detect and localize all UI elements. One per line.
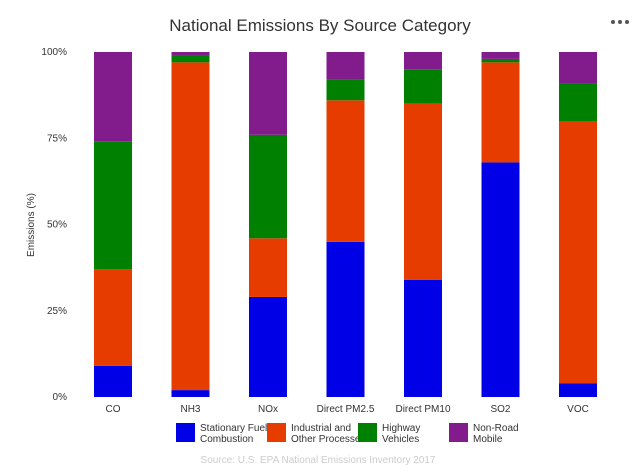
bar-nox-industrial-and-other-processes[interactable] xyxy=(249,238,287,297)
source-note: Source: U.S. EPA National Emissions Inve… xyxy=(201,455,436,466)
bar-co-highway-vehicles[interactable] xyxy=(94,141,132,270)
legend-swatch xyxy=(358,423,377,442)
plot-area xyxy=(94,52,597,397)
x-tick-label: SO2 xyxy=(490,404,510,415)
y-axis: 0% 25% 50% 75% 100% xyxy=(41,47,67,403)
bar-co-non-road-mobile[interactable] xyxy=(94,52,132,142)
bar-so2-non-road-mobile[interactable] xyxy=(481,52,520,59)
y-tick-label: 75% xyxy=(47,133,67,144)
legend-label: Combustion xyxy=(200,434,253,445)
x-tick-label: NH3 xyxy=(180,404,200,415)
y-tick-label: 0% xyxy=(53,392,68,403)
more-options-icon[interactable] xyxy=(611,20,629,24)
bar-voc-industrial-and-other-processes[interactable] xyxy=(559,121,597,384)
bar-nh3-non-road-mobile[interactable] xyxy=(171,52,210,56)
legend-label: Mobile xyxy=(473,434,503,445)
legend-label: Stationary Fuel xyxy=(200,423,267,434)
bar-nox-non-road-mobile[interactable] xyxy=(249,52,287,135)
legend-label: Other Processes xyxy=(291,434,365,445)
bar-direct-pm2-5-highway-vehicles[interactable] xyxy=(326,79,365,101)
bar-voc-non-road-mobile[interactable] xyxy=(559,52,597,84)
legend-swatch xyxy=(267,423,286,442)
bar-so2-industrial-and-other-processes[interactable] xyxy=(481,62,520,163)
bar-direct-pm10-stationary-fuel-combustion[interactable] xyxy=(404,279,442,397)
x-tick-label: CO xyxy=(106,404,121,415)
bar-nox-stationary-fuel-combustion[interactable] xyxy=(249,296,287,397)
legend-swatch xyxy=(449,423,468,442)
bar-nh3-industrial-and-other-processes[interactable] xyxy=(171,62,210,391)
bar-nh3-stationary-fuel-combustion[interactable] xyxy=(171,390,210,397)
bar-direct-pm10-highway-vehicles[interactable] xyxy=(404,69,442,104)
x-axis: CO NH3 NOx Direct PM2.5 Direct PM10 SO2 VOC xyxy=(106,404,589,415)
bar-co-industrial-and-other-processes[interactable] xyxy=(94,269,132,366)
bar-co-stationary-fuel-combustion[interactable] xyxy=(94,365,132,397)
bar-voc-stationary-fuel-combustion[interactable] xyxy=(559,383,597,397)
bar-direct-pm2-5-industrial-and-other-processes[interactable] xyxy=(326,100,365,242)
chart-title: National Emissions By Source Category xyxy=(169,16,471,35)
bar-voc-highway-vehicles[interactable] xyxy=(559,83,597,121)
y-tick-label: 100% xyxy=(41,47,67,58)
y-tick-label: 25% xyxy=(47,306,67,317)
bar-direct-pm2-5-stationary-fuel-combustion[interactable] xyxy=(326,241,365,397)
bar-nox-highway-vehicles[interactable] xyxy=(249,134,287,239)
bar-so2-stationary-fuel-combustion[interactable] xyxy=(481,162,520,397)
x-tick-label: NOx xyxy=(258,404,278,415)
legend-swatch xyxy=(176,423,195,442)
y-tick-label: 50% xyxy=(47,220,67,231)
legend-label: Vehicles xyxy=(382,434,419,445)
legend-label: Highway xyxy=(382,423,420,434)
x-tick-label: Direct PM10 xyxy=(395,404,450,415)
bar-direct-pm2-5-non-road-mobile[interactable] xyxy=(326,52,365,80)
bar-direct-pm10-non-road-mobile[interactable] xyxy=(404,52,442,70)
y-axis-label: Emissions (%) xyxy=(26,193,37,257)
legend-label: Industrial and xyxy=(291,423,351,434)
bar-direct-pm10-industrial-and-other-processes[interactable] xyxy=(404,103,442,280)
x-tick-label: Direct PM2.5 xyxy=(317,404,375,415)
legend-label: Non-Road xyxy=(473,423,519,434)
bar-so2-highway-vehicles[interactable] xyxy=(481,58,520,63)
bar-nh3-highway-vehicles[interactable] xyxy=(171,55,210,63)
x-tick-label: VOC xyxy=(567,404,589,415)
